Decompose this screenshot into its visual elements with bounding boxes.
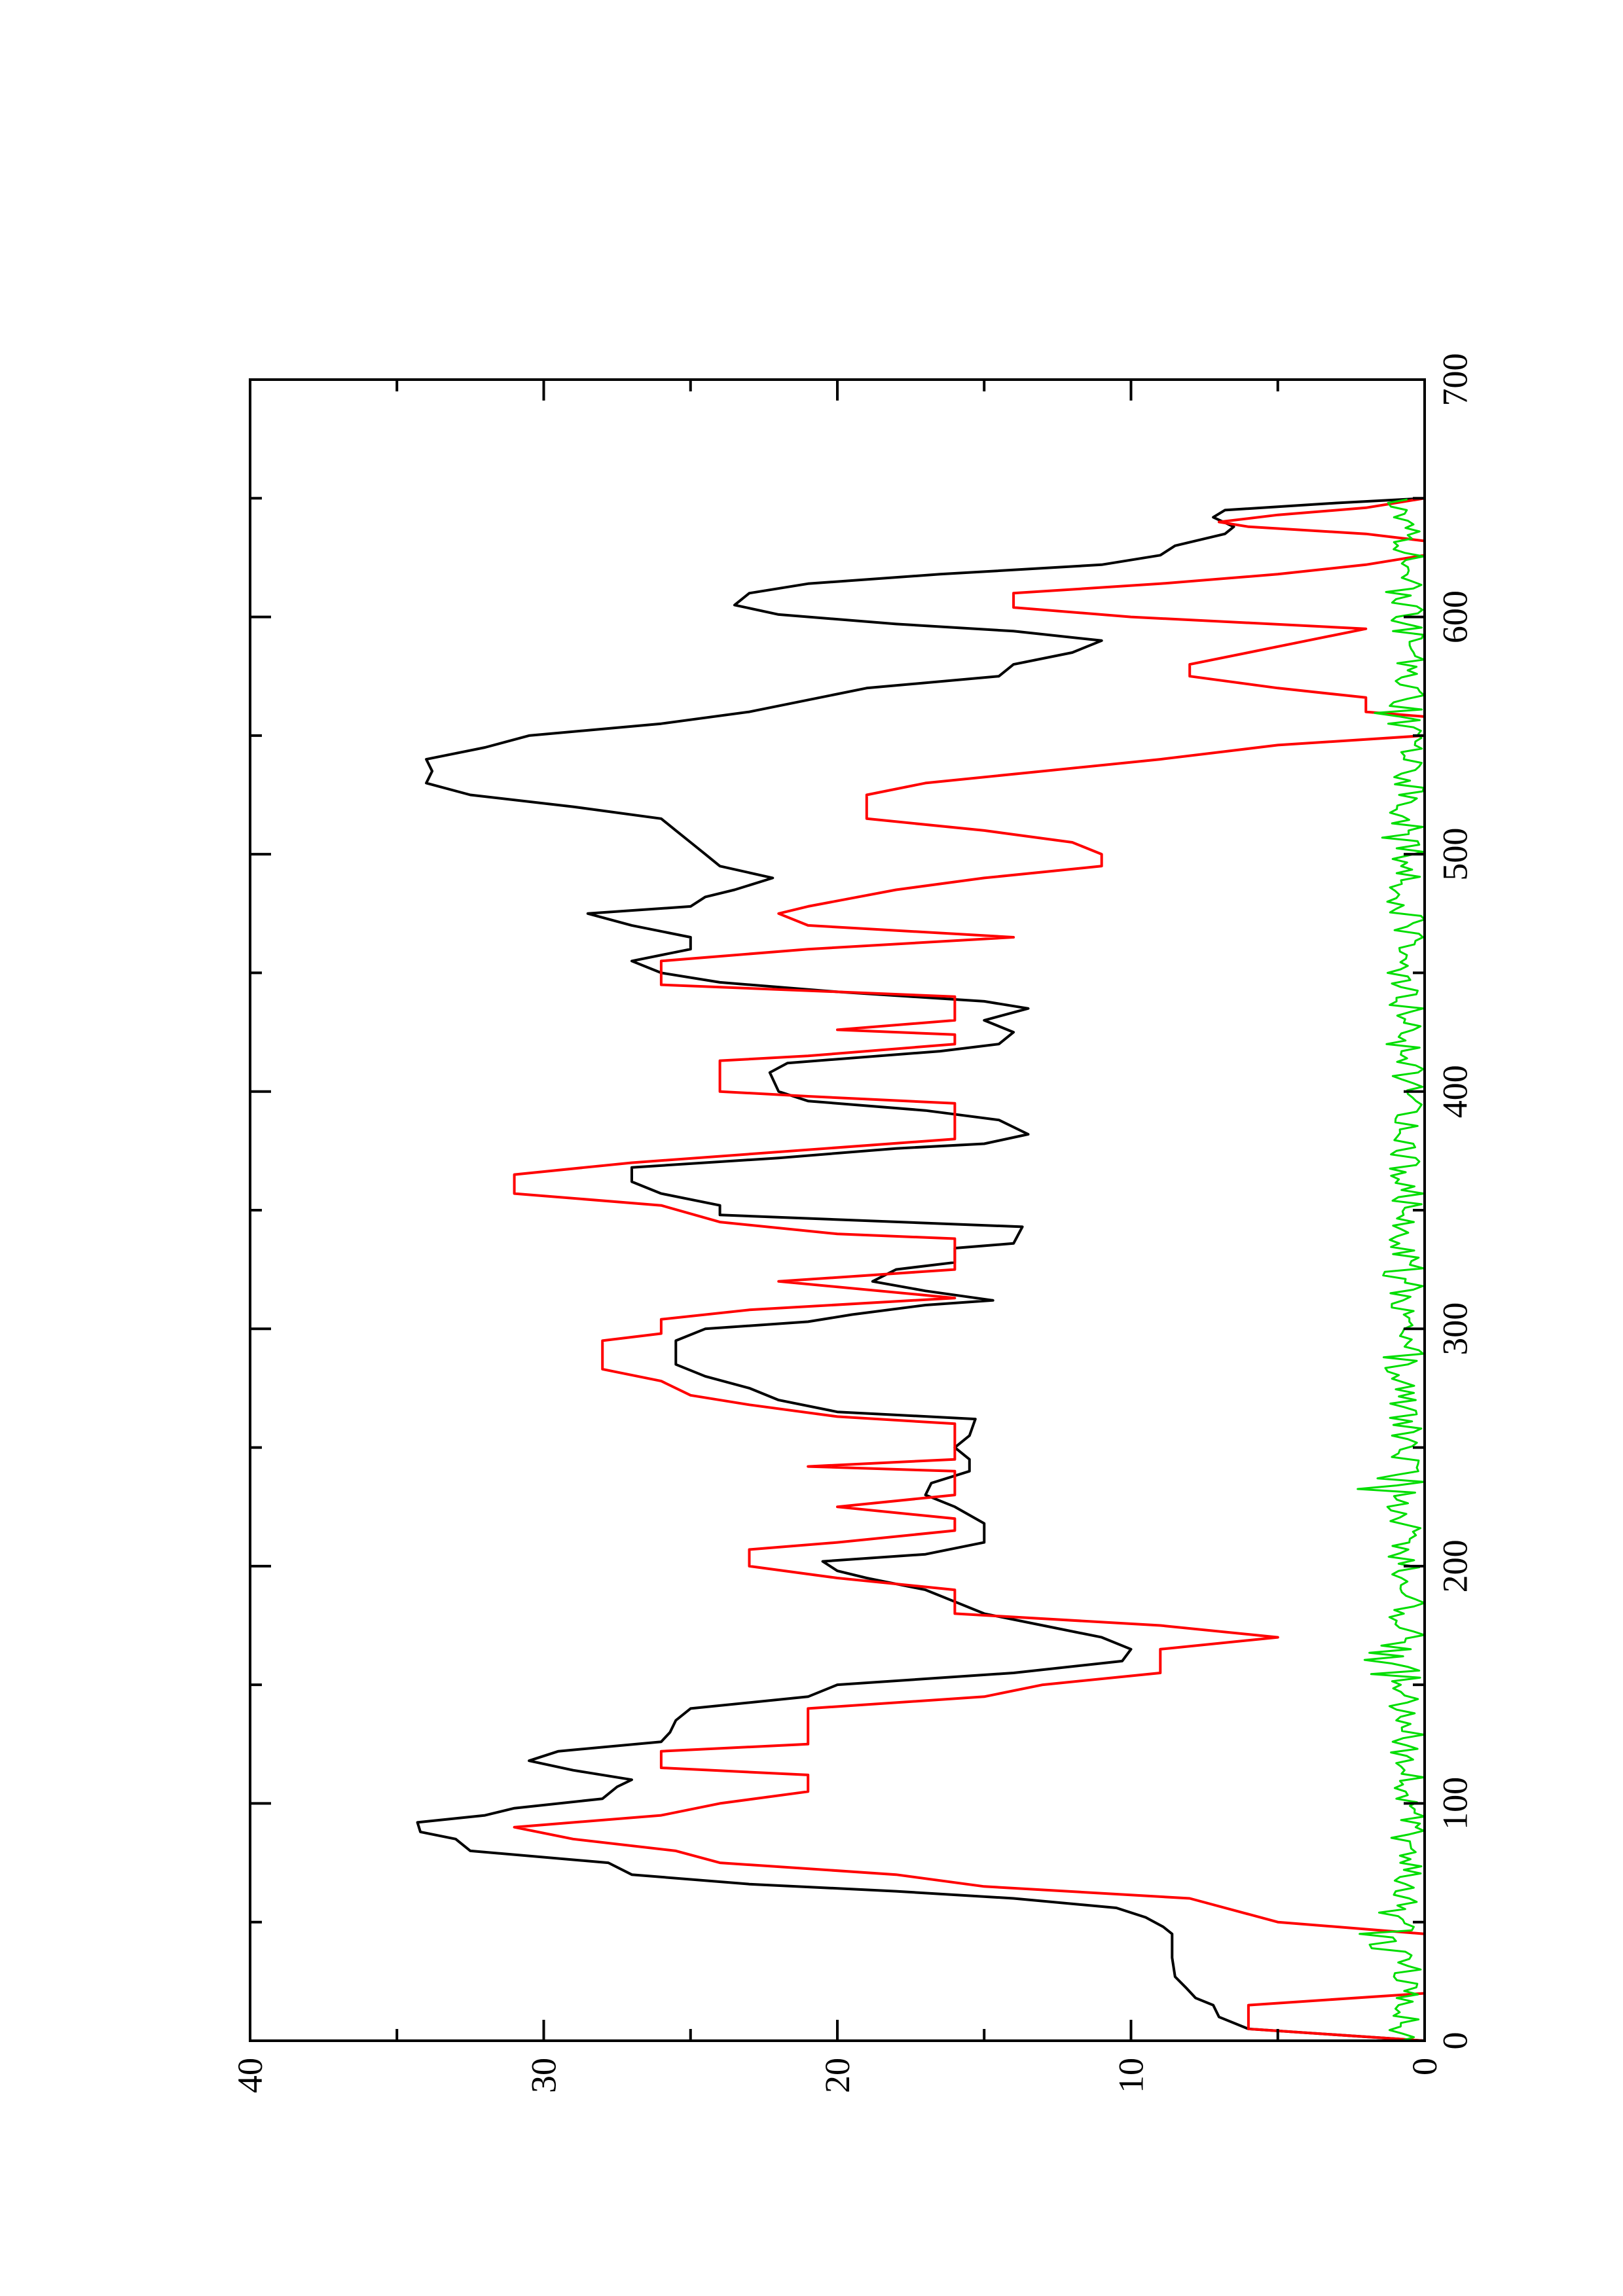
x-tick-label: 400 xyxy=(1435,1065,1474,1118)
x-tick-label: 600 xyxy=(1435,590,1474,643)
x-tick-label: 100 xyxy=(1435,1777,1474,1830)
series-layer xyxy=(418,498,1425,2041)
y-tick-label: 10 xyxy=(1112,2058,1151,2093)
x-tick-label: 500 xyxy=(1435,828,1474,881)
series-1-line xyxy=(418,498,1425,2041)
plot-frame xyxy=(250,380,1425,2041)
y-tick-label: 40 xyxy=(230,2058,270,2093)
y-tick-label: 30 xyxy=(524,2058,564,2093)
x-tick-label: 300 xyxy=(1435,1302,1474,1355)
x-tick-label: 0 xyxy=(1435,2032,1474,2050)
y-tick-label: 0 xyxy=(1405,2058,1444,2075)
y-tick-label: 20 xyxy=(818,2058,857,2093)
x-tick-label: 700 xyxy=(1435,353,1474,406)
series-3-line xyxy=(1358,499,1425,2041)
tick-layer xyxy=(250,380,1425,2041)
series-2-line xyxy=(515,498,1425,2041)
label-layer: 0 100 200 300 400 500 600 700 0 10 20 30 40 xyxy=(230,353,1474,2094)
x-tick-label: 200 xyxy=(1435,1539,1474,1592)
